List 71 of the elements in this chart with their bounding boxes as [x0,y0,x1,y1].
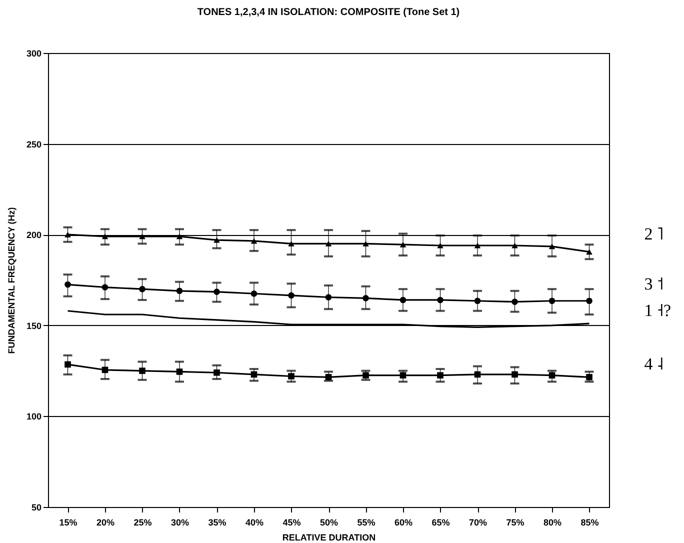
point [437,242,444,248]
x-tick-label: 80% [544,518,562,528]
x-tick-label: 70% [468,518,488,528]
x-tick-label: 45% [282,518,301,528]
point [586,374,592,380]
text: 3 ˦ [644,274,664,294]
point [288,292,294,299]
point [139,286,146,292]
text: 4 ˨ [644,354,664,374]
point [548,298,556,304]
point [474,298,481,304]
x-tick-label: 30% [170,518,190,528]
x-tick-label: 15% [59,518,78,528]
point [102,234,108,240]
x-tick-label: 50% [320,518,338,528]
y-axis-title: FUNDAMENTAL FREQUENCY (Hz) [6,207,16,354]
y-tick-label: 300 [26,48,42,58]
x-tick-label: 40% [245,518,264,528]
point [437,372,444,379]
point [400,372,406,379]
point [586,249,592,255]
text: 2 ˥ [644,224,664,244]
point [362,295,369,302]
point [437,296,444,304]
x-tick-label: 25% [134,518,152,528]
x-tick-label: 85% [580,518,599,528]
point [64,281,71,288]
point [176,288,183,294]
point [176,234,183,240]
x-tick-label: 55% [357,518,376,528]
point [176,368,183,375]
point [400,296,406,304]
point [102,366,108,374]
point [362,372,369,379]
point [325,374,332,380]
point [325,294,332,300]
point [325,240,332,246]
point [474,242,481,248]
point [548,244,556,250]
point [512,242,518,248]
y-tick-label: 50 [31,502,42,512]
point [548,372,556,379]
chart-title: TONES 1,2,3,4 IN ISOLATION: COMPOSITE (Tone Set 1) [197,7,460,18]
point [250,371,258,378]
point [512,298,518,305]
point [586,298,592,304]
point [250,238,258,244]
point [400,242,406,248]
x-axis-title: RELATIVE DURATION [282,532,376,542]
point [64,361,71,368]
point [474,371,481,378]
y-tick-label: 150 [26,320,42,331]
x-tick-label: 35% [208,518,226,528]
x-tick-label: 60% [394,518,413,528]
point [139,234,146,240]
point [214,237,220,243]
point [512,371,518,378]
point [214,288,220,295]
point [139,368,146,374]
point [214,369,220,376]
x-tick-label: 65% [432,518,450,528]
y-tick-label: 200 [26,230,42,240]
x-tick-label: 20% [96,518,114,528]
x-tick-label: 75% [506,518,524,528]
point [288,373,294,380]
y-tick-label: 100 [26,412,42,422]
point [250,290,258,297]
text: 1 ˧? [644,300,672,320]
point [102,284,108,290]
y-tick-label: 250 [26,139,42,150]
point [64,232,71,238]
